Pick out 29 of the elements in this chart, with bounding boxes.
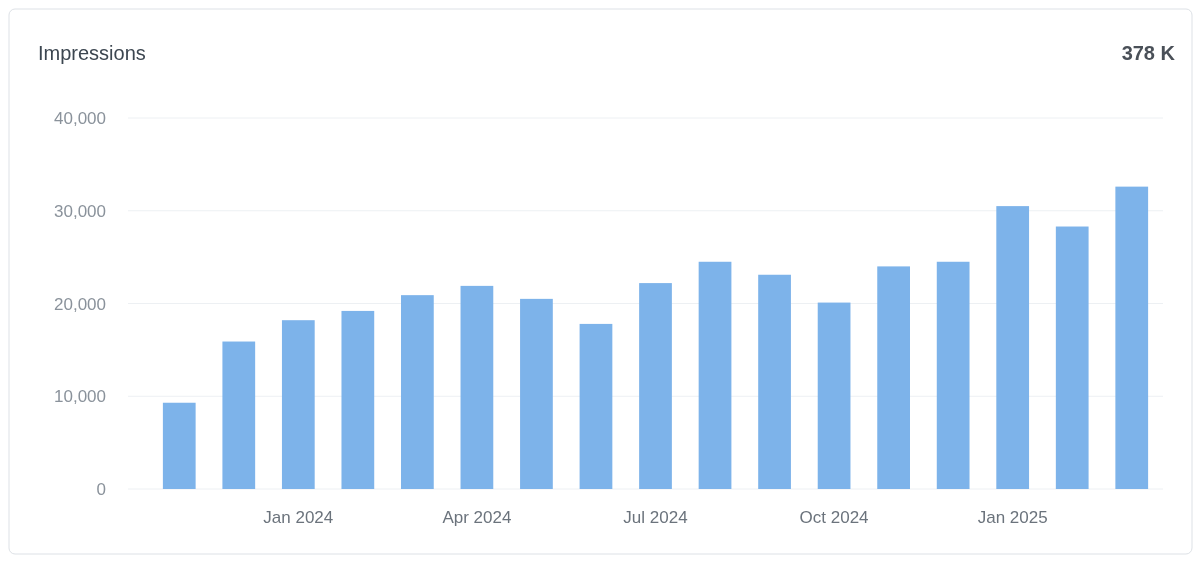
x-tick-label: Apr 2024 [442, 508, 512, 527]
y-tick-label: 10,000 [54, 387, 106, 407]
bar [877, 266, 910, 489]
x-tick-label: Jan 2025 [977, 508, 1048, 527]
y-tick-label: 0 [96, 480, 106, 499]
bar [1055, 226, 1089, 489]
x-tick-label: Jul 2024 [623, 508, 688, 527]
bar [698, 261, 732, 489]
bar [936, 261, 970, 489]
bar [579, 323, 613, 489]
chart-title: Impressions [38, 42, 146, 64]
bar [341, 310, 375, 489]
x-tick-label: Oct 2024 [799, 508, 869, 527]
bar [401, 295, 434, 489]
bar [460, 285, 494, 489]
x-tick-label: Jan 2024 [263, 508, 334, 527]
y-tick-label: 40,000 [54, 109, 106, 128]
y-tick-label: 20,000 [54, 294, 106, 314]
bar [1115, 186, 1149, 489]
bar [222, 341, 256, 489]
bar [758, 274, 791, 489]
text: 378 K [1121, 42, 1176, 64]
bar [996, 206, 1030, 489]
bar [639, 283, 672, 489]
bar [817, 302, 851, 489]
bar [281, 320, 315, 489]
y-tick-label: 30,000 [54, 201, 106, 221]
bar [520, 298, 553, 489]
bar [162, 402, 196, 489]
